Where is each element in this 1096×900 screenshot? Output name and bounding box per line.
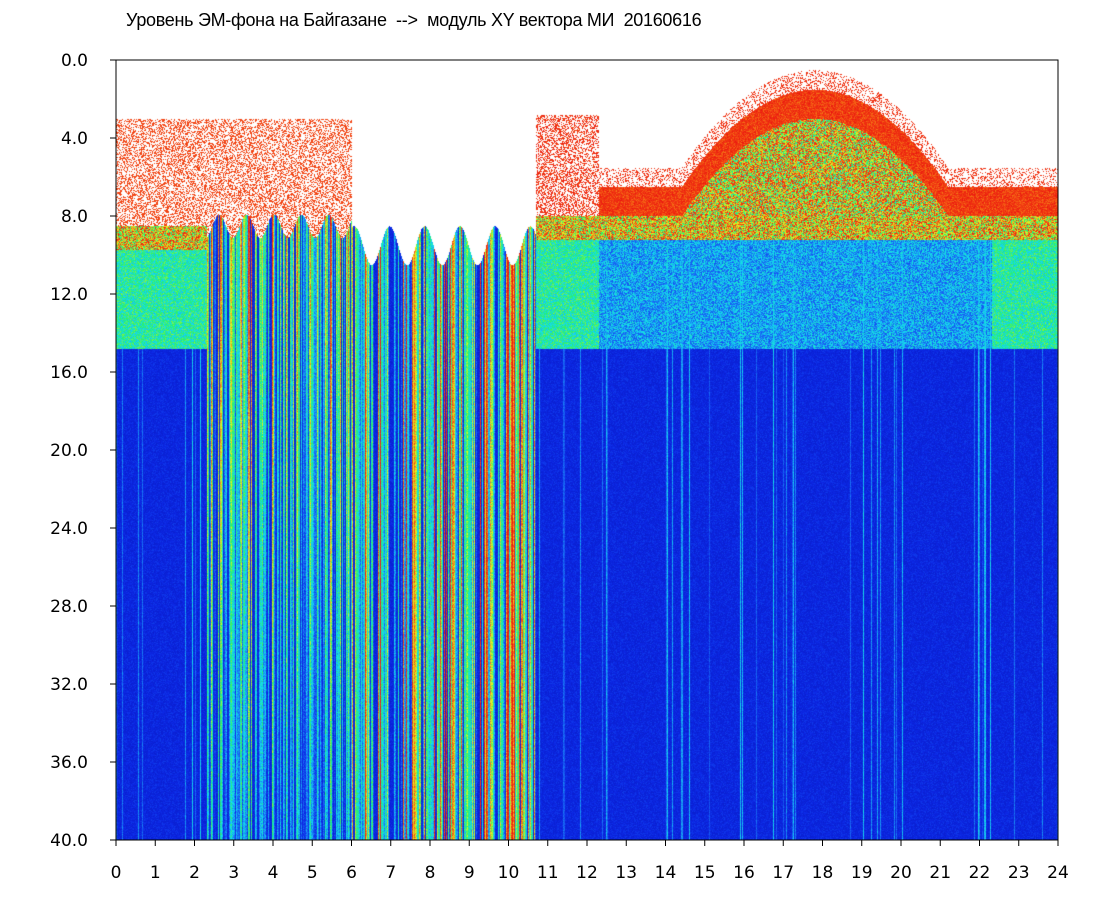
y-tick-label: 8.0 (61, 207, 88, 227)
x-tick-label: 12 (576, 863, 598, 883)
x-tick-label: 11 (537, 863, 559, 883)
x-tick-label: 9 (464, 863, 475, 883)
y-tick-label: 28.0 (50, 597, 88, 617)
x-tick-label: 8 (425, 863, 436, 883)
x-tick-label: 2 (189, 863, 200, 883)
x-tick-label: 13 (615, 863, 637, 883)
x-tick-label: 17 (772, 863, 794, 883)
x-tick-label: 23 (1008, 863, 1030, 883)
chart-title: Уровень ЭМ-фона на Байгазане --> модуль … (126, 10, 702, 30)
x-tick-label: 4 (268, 863, 279, 883)
x-tick-label: 18 (812, 863, 834, 883)
y-tick-label: 0.0 (61, 51, 88, 71)
x-tick-label: 21 (929, 863, 951, 883)
x-tick-label: 24 (1047, 863, 1069, 883)
x-tick-label: 7 (385, 863, 396, 883)
y-tick-label: 40.0 (50, 831, 88, 851)
x-tick-label: 19 (851, 863, 873, 883)
x-tick-label: 10 (498, 863, 520, 883)
x-tick-label: 0 (111, 863, 122, 883)
y-tick-label: 16.0 (50, 363, 88, 383)
x-tick-label: 1 (150, 863, 161, 883)
y-tick-label: 36.0 (50, 753, 88, 773)
x-tick-label: 14 (655, 863, 677, 883)
x-tick-label: 6 (346, 863, 357, 883)
y-tick-label: 12.0 (50, 285, 88, 305)
y-tick-label: 20.0 (50, 441, 88, 461)
x-tick-label: 3 (228, 863, 239, 883)
y-tick-label: 32.0 (50, 675, 88, 695)
x-tick-label: 16 (733, 863, 755, 883)
x-tick-label: 20 (890, 863, 912, 883)
y-tick-label: 4.0 (61, 129, 88, 149)
x-tick-label: 22 (969, 863, 991, 883)
heatmap-image (116, 60, 1058, 840)
y-tick-label: 24.0 (50, 519, 88, 539)
y-axis: 0.0 4.0 8.0 12.0 16.0 20.0 24.0 28.0 32.0 36.0 40.… (50, 51, 116, 851)
x-axis: 0 1 2 3 4 5 6 7 8 9 10 11 12 13 14 15 16 17 18 19 20 21 22 23 24 (111, 840, 1069, 883)
x-tick-label: 5 (307, 863, 318, 883)
x-tick-label: 15 (694, 863, 716, 883)
